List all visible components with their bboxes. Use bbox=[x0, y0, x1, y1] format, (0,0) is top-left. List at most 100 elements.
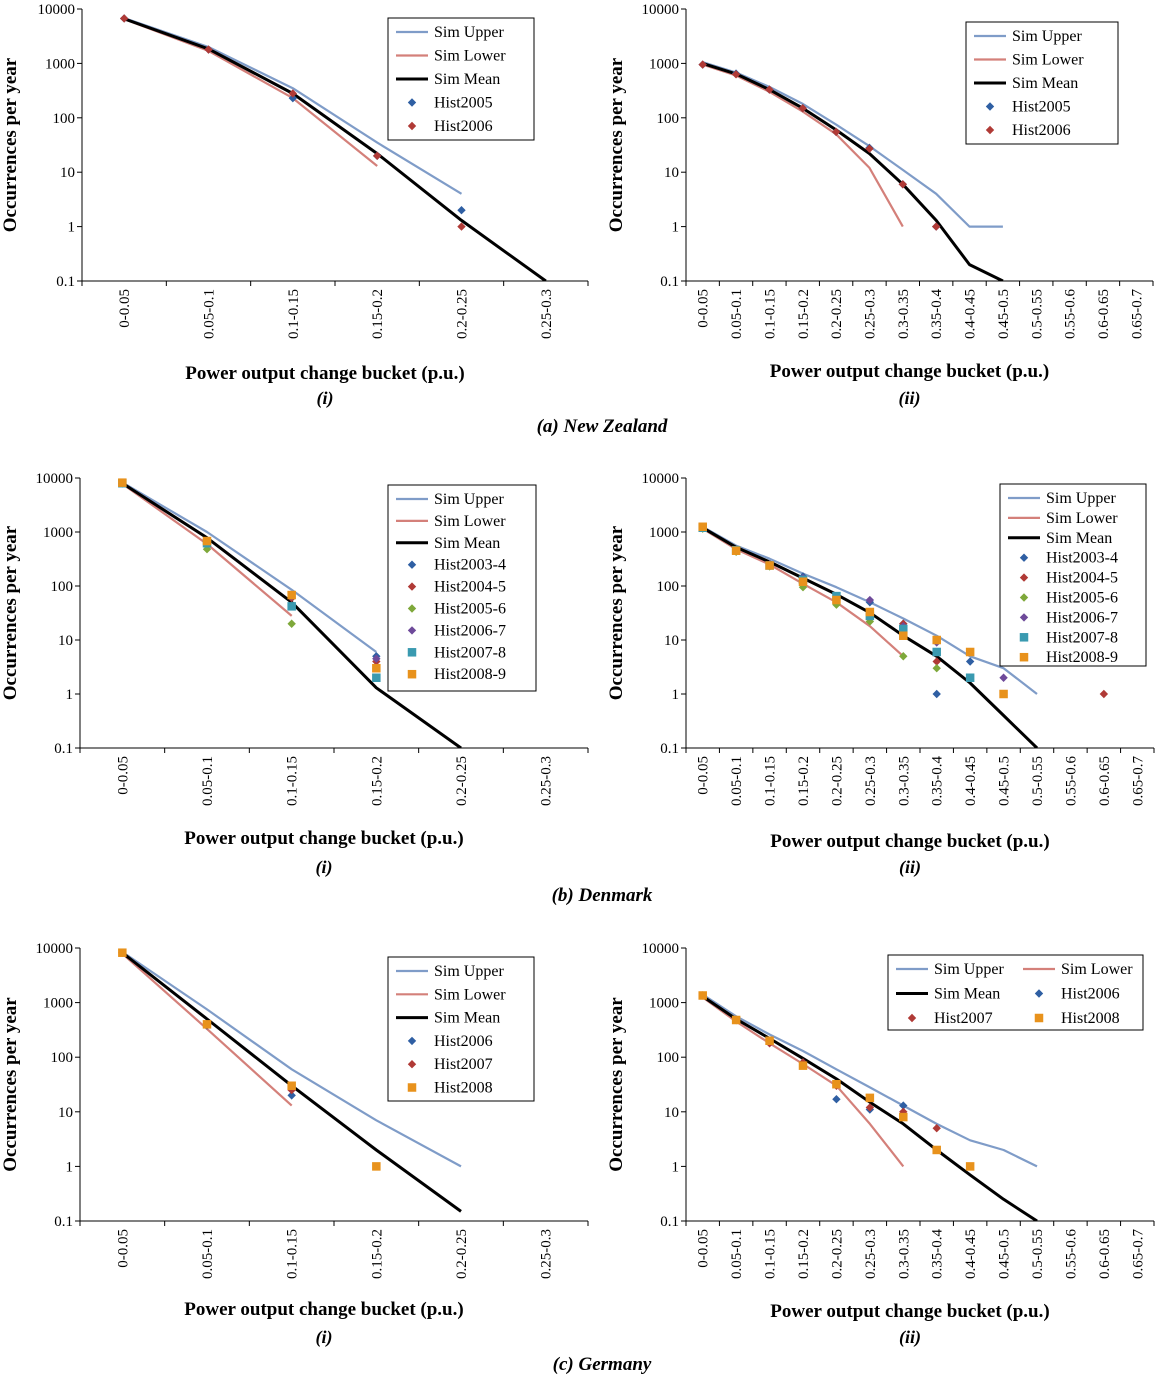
legend-swatch bbox=[1019, 573, 1029, 582]
legend-label: Hist2006-7 bbox=[1046, 609, 1118, 626]
legend-swatch bbox=[1034, 989, 1044, 998]
y-tick-label: 10 bbox=[664, 633, 679, 649]
data-point-hist2008 bbox=[865, 1093, 875, 1103]
legend-label: Sim Mean bbox=[434, 535, 500, 552]
legend-label: Hist2006 bbox=[1012, 122, 1071, 139]
data-point-hist2006 bbox=[698, 60, 707, 69]
y-tick-label: 1000 bbox=[43, 525, 73, 541]
data-point-hist2007 bbox=[865, 1103, 875, 1112]
legend-item-sim-lower: Sim Lower bbox=[396, 986, 506, 1003]
legend-swatch bbox=[407, 669, 417, 679]
data-point-hist2006 bbox=[119, 14, 129, 23]
y-tick-label: 10 bbox=[664, 1105, 679, 1121]
x-tick-label: 0.6-0.65 bbox=[1097, 1229, 1113, 1279]
legend-swatch bbox=[1019, 613, 1029, 622]
data-point-hist2007-8 bbox=[372, 673, 381, 682]
legend-item-hist2005: Hist2005 bbox=[985, 99, 1071, 116]
legend-item-hist2005-6: Hist2005-6 bbox=[1019, 590, 1118, 607]
data-point-hist2006 bbox=[899, 1101, 908, 1110]
y-tick-label: 10000 bbox=[642, 471, 680, 487]
data-point-hist2004-5 bbox=[932, 657, 941, 666]
legend-label: Sim Lower bbox=[1046, 510, 1118, 527]
legend-label: Sim Lower bbox=[1061, 961, 1133, 978]
y-axis-title: Occurrences per year bbox=[0, 997, 21, 1172]
y-tick-label: 10 bbox=[58, 1105, 73, 1121]
y-tick-label: 10000 bbox=[36, 941, 74, 957]
legend-label: Hist2007-8 bbox=[434, 644, 506, 661]
data-point-hist2006 bbox=[288, 89, 298, 98]
x-tick-label: 0.05-0.1 bbox=[200, 1229, 216, 1279]
y-tick-label: 100 bbox=[51, 1050, 74, 1066]
x-tick-label: 0.3-0.35 bbox=[896, 756, 912, 806]
legend: Sim Upper Sim Lower Sim Mean Hist2005 Hist20… bbox=[965, 21, 1119, 145]
y-tick-label: 1 bbox=[68, 220, 76, 236]
y-tick-label: 1000 bbox=[649, 996, 679, 1012]
y-tick-label: 100 bbox=[657, 1050, 680, 1066]
x-tick-label: 0.55-0.6 bbox=[1063, 289, 1079, 339]
x-tick-label: 0.65-0.7 bbox=[1130, 1229, 1146, 1279]
y-tick-label: 1000 bbox=[45, 56, 75, 72]
legend-swatch bbox=[407, 582, 417, 591]
chart-panel-4: 0.1 1 10 100 1000 10000 0-0.05 0.05-0.1 0.1-0.15… bbox=[606, 471, 1155, 878]
plot-area bbox=[118, 478, 462, 748]
legend-item-sim-upper: Sim Upper bbox=[974, 28, 1082, 45]
legend-item-sim-upper: Sim Upper bbox=[396, 491, 504, 508]
subcaption: (ii) bbox=[899, 388, 921, 409]
subcaption: (i) bbox=[316, 857, 333, 878]
series-line-sim-lower bbox=[702, 63, 904, 228]
y-tick-label: 10 bbox=[60, 165, 75, 181]
legend-swatch bbox=[907, 1013, 917, 1023]
subcaption: (ii) bbox=[899, 1327, 921, 1348]
legend-item-hist2003-4: Hist2003-4 bbox=[407, 557, 506, 574]
y-tick-label: 10 bbox=[58, 633, 73, 649]
legend-label: Hist2005 bbox=[1012, 99, 1071, 116]
legend-item-sim-upper: Sim Upper bbox=[396, 24, 504, 41]
x-tick-label: 0.15-0.2 bbox=[369, 756, 385, 806]
series-line-sim-mean bbox=[702, 61, 1004, 281]
data-point-hist2008 bbox=[202, 1020, 212, 1029]
x-tick-label: 0.45-0.5 bbox=[997, 756, 1013, 806]
plot-area bbox=[698, 522, 1109, 748]
plot-area bbox=[118, 948, 462, 1213]
data-point-hist2008-9 bbox=[798, 577, 808, 586]
legend-item-sim-lower: Sim Lower bbox=[1023, 961, 1133, 978]
data-point-hist2008 bbox=[731, 1015, 741, 1025]
legend-label: Hist2008-9 bbox=[1046, 649, 1118, 666]
y-tick-label: 1000 bbox=[649, 56, 679, 72]
y-tick-label: 1 bbox=[672, 687, 680, 703]
data-point-hist2006 bbox=[798, 104, 807, 113]
x-tick-label: 0.4-0.45 bbox=[963, 289, 979, 339]
legend-label: Sim Mean bbox=[934, 986, 1000, 1003]
data-point-hist2008-9 bbox=[999, 689, 1008, 699]
x-tick-label: 0.3-0.35 bbox=[896, 289, 912, 339]
data-point-hist2006 bbox=[731, 70, 741, 79]
y-tick-label: 10000 bbox=[38, 2, 76, 18]
x-tick-label: 0.35-0.4 bbox=[930, 1229, 946, 1279]
y-tick-label: 100 bbox=[657, 111, 680, 127]
x-tick-label: 0.05-0.1 bbox=[200, 756, 216, 806]
legend-label: Sim Lower bbox=[1012, 52, 1084, 69]
x-tick-label: 0.05-0.1 bbox=[729, 289, 745, 339]
legend-label: Hist2005-6 bbox=[434, 601, 506, 618]
data-point-hist2008-9 bbox=[965, 647, 975, 657]
data-point-hist2007 bbox=[932, 1124, 941, 1133]
y-tick-label: 100 bbox=[657, 579, 680, 595]
x-tick-label: 0.2-0.25 bbox=[829, 1229, 845, 1279]
legend: Sim Upper Sim Lower Sim Mean Hist2005 Hist20… bbox=[387, 17, 535, 141]
x-tick-label: 0.2-0.25 bbox=[829, 756, 845, 806]
legend-swatch bbox=[407, 1083, 417, 1092]
series-line-sim-upper bbox=[121, 481, 377, 653]
legend-item-hist2006-7: Hist2006-7 bbox=[407, 622, 506, 639]
x-tick-label: 0.65-0.7 bbox=[1129, 289, 1145, 339]
legend-item-sim-lower: Sim Lower bbox=[396, 513, 506, 530]
legend-swatch bbox=[407, 1060, 417, 1069]
subcaption: (i) bbox=[316, 1327, 333, 1348]
data-point-hist2008 bbox=[287, 1081, 296, 1090]
data-point-hist2006 bbox=[865, 144, 874, 153]
legend-label: Sim Mean bbox=[1012, 75, 1078, 92]
x-tick-label: 0.1-0.15 bbox=[763, 756, 779, 806]
data-point-hist2007-8 bbox=[932, 647, 941, 657]
legend-label: Sim Mean bbox=[434, 1010, 500, 1027]
x-tick-label: 0.05-0.1 bbox=[729, 1229, 745, 1279]
legend-item-sim-mean: Sim Mean bbox=[396, 1010, 500, 1027]
